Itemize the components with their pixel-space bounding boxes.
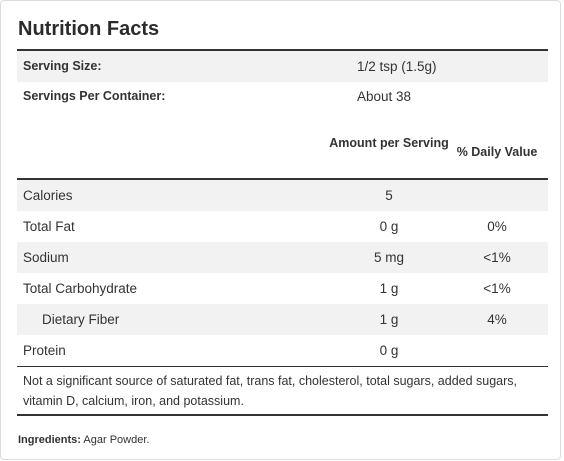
- table-row: Sodium 5 mg <1%: [17, 242, 548, 273]
- table-row: Total Fat 0 g 0%: [17, 211, 548, 242]
- nutrient-label: Protein: [23, 343, 66, 358]
- serving-size-label: Serving Size:: [23, 59, 102, 73]
- header-divider: [17, 178, 548, 180]
- serving-size-row: Serving Size: 1/2 tsp (1.5g): [17, 51, 548, 82]
- servings-per-container-row: Servings Per Container: About 38: [17, 81, 548, 112]
- table-row: Calories 5: [17, 180, 548, 211]
- nutrient-daily-value: <1%: [483, 250, 511, 265]
- panel-title: Nutrition Facts: [18, 18, 160, 40]
- ingredients-line: Ingredients: Agar Powder.: [18, 434, 149, 446]
- table-row: Dietary Fiber 1 g 4%: [17, 304, 548, 335]
- ingredients-label: Ingredients:: [18, 434, 81, 446]
- nutrient-daily-value: <1%: [483, 281, 511, 296]
- bottom-divider: [17, 414, 548, 416]
- nutrient-amount: 0 g: [379, 343, 399, 358]
- table-row: Total Carbohydrate 1 g <1%: [17, 273, 548, 304]
- nutrient-amount: 1 g: [379, 312, 399, 327]
- nutrient-daily-value: 0%: [487, 219, 507, 234]
- nutrient-label: Total Carbohydrate: [23, 281, 138, 296]
- daily-value-header: % Daily Value: [456, 145, 538, 159]
- amount-per-serving-header: Amount per Serving: [329, 136, 449, 150]
- nutrient-label: Total Fat: [23, 219, 75, 234]
- nutrient-daily-value: 4%: [487, 312, 507, 327]
- ingredients-value: Agar Powder.: [83, 434, 150, 446]
- top-divider: [17, 49, 548, 51]
- serving-size-value: 1/2 tsp (1.5g): [357, 59, 437, 74]
- nutrient-amount: 5 mg: [373, 250, 404, 265]
- column-header: Amount per Serving % Daily Value: [17, 131, 548, 175]
- nutrient-amount: 1 g: [379, 281, 399, 296]
- nutrient-label: Dietary Fiber: [42, 312, 120, 327]
- footnote-divider: [17, 366, 548, 367]
- table-row: Protein 0 g: [17, 335, 548, 366]
- servings-per-container-label: Servings Per Container:: [23, 89, 166, 103]
- servings-per-container-value: About 38: [357, 89, 412, 104]
- nutrient-label: Sodium: [23, 250, 69, 265]
- footnote-text: Not a significant source of saturated fa…: [23, 374, 518, 408]
- nutrient-amount: 5: [385, 188, 393, 203]
- nutrient-amount: 0 g: [379, 219, 399, 234]
- nutrient-label: Calories: [23, 188, 73, 203]
